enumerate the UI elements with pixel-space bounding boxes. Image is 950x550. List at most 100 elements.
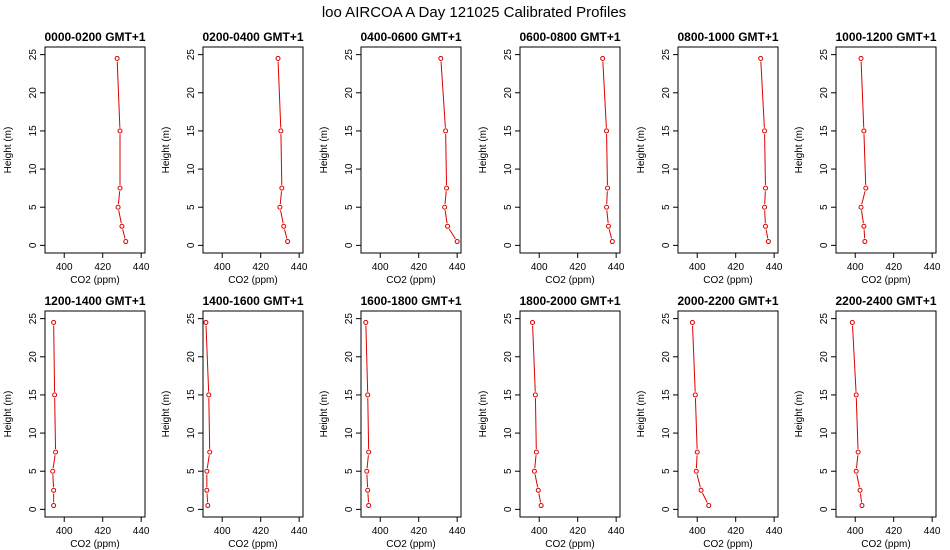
- data-point: [207, 449, 213, 455]
- data-point: [51, 487, 57, 493]
- panel-title: 0000-0200 GMT+1: [44, 30, 145, 44]
- data-point: [442, 204, 448, 210]
- series-segment: [367, 398, 370, 449]
- series-segment: [694, 398, 698, 449]
- y-tick-label: 0: [186, 506, 197, 512]
- x-tick-label: 420: [885, 262, 902, 273]
- x-tick-label: 440: [924, 526, 941, 537]
- series-segment: [444, 191, 447, 205]
- x-tick-label: 420: [410, 526, 427, 537]
- panel-title: 1400-1600 GMT+1: [202, 294, 303, 308]
- x-tick-label: 440: [291, 526, 308, 537]
- data-point: [444, 185, 450, 191]
- y-tick-label: 5: [186, 468, 197, 474]
- panel-2: 0400-0600 GMT+1 0 5 10 15 20 25 400 420 440 CO2 (p…: [319, 30, 466, 286]
- y-tick-label: 10: [344, 163, 355, 175]
- series-segment: [205, 325, 210, 392]
- data-point: [855, 449, 861, 455]
- plot-frame: [44, 46, 146, 254]
- x-axis-label: CO2 (ppm): [861, 539, 910, 550]
- data-point: [206, 392, 212, 398]
- y-axis-label: Height (m): [161, 391, 172, 438]
- series-segment: [277, 61, 282, 128]
- y-tick-label: 5: [28, 468, 39, 474]
- data-point: [763, 185, 768, 191]
- data-point: [853, 392, 859, 398]
- x-tick-label: 440: [766, 526, 783, 537]
- x-axis-label: CO2 (ppm): [70, 275, 119, 286]
- plot-frame: [519, 46, 621, 254]
- x-tick-label: 420: [727, 262, 744, 273]
- x-axis-label: CO2 (ppm): [861, 275, 910, 286]
- series-segment: [279, 191, 283, 205]
- y-tick-label: 0: [819, 506, 830, 512]
- y-tick-label: 15: [819, 389, 830, 401]
- y-axis-label: Height (m): [319, 391, 330, 438]
- data-point: [604, 128, 610, 134]
- x-tick-label: 420: [885, 526, 902, 537]
- y-tick-label: 10: [661, 427, 672, 439]
- series-segment: [122, 229, 126, 239]
- y-tick-label: 0: [186, 242, 197, 248]
- y-tick-label: 5: [186, 204, 197, 210]
- series-segment: [206, 455, 210, 469]
- series-segment: [538, 493, 542, 503]
- y-tick-label: 15: [186, 125, 197, 137]
- series-segment: [860, 210, 864, 224]
- data-point: [706, 503, 712, 509]
- series-segment: [280, 134, 283, 185]
- panel-8: 1600-1800 GMT+1 0 5 10 15 20 25 400 420 440 CO2 (p…: [319, 294, 466, 550]
- plot-frame: [202, 310, 304, 518]
- data-point: [605, 185, 610, 191]
- y-tick-label: 25: [503, 313, 514, 325]
- panel-title: 1800-2000 GMT+1: [519, 294, 620, 308]
- data-point: [278, 128, 284, 134]
- data-point: [279, 185, 285, 191]
- x-tick-label: 400: [372, 526, 389, 537]
- y-tick-label: 0: [661, 506, 672, 512]
- series-segment: [863, 229, 866, 239]
- x-tick-label: 400: [531, 262, 548, 273]
- panel-title: 2000-2200 GMT+1: [677, 294, 778, 308]
- panel-1: 0200-0400 GMT+1 0 5 10 15 20 25 400 420 440 CO2 (p…: [161, 30, 308, 286]
- data-point: [609, 239, 615, 245]
- series-segment: [696, 474, 701, 488]
- panel-5: 1000-1200 GMT+1 0 5 10 15 20 25 400 420 440 CO2 (p…: [794, 30, 941, 286]
- y-tick-label: 5: [819, 204, 830, 210]
- x-tick-label: 420: [252, 526, 269, 537]
- x-tick-label: 440: [133, 262, 150, 273]
- y-tick-label: 10: [186, 163, 197, 175]
- panel-11: 2200-2400 GMT+1 0 5 10 15 20 25 400 420 440 CO2 (p…: [794, 294, 941, 550]
- data-point: [365, 392, 371, 398]
- panel-10: 2000-2200 GMT+1 0 5 10 15 20 25 400 420 440 CO2 (p…: [636, 294, 783, 550]
- x-tick-label: 440: [766, 262, 783, 273]
- panel-3: 0600-0800 GMT+1 0 5 10 15 20 25 400 420 440 CO2 (p…: [478, 30, 625, 286]
- x-tick-label: 400: [214, 526, 231, 537]
- x-tick-label: 400: [847, 262, 864, 273]
- series-segment: [863, 134, 867, 185]
- plot-frame: [835, 46, 937, 254]
- series-segment: [367, 493, 369, 503]
- data-point: [363, 319, 369, 325]
- x-axis-label: CO2 (ppm): [703, 539, 752, 550]
- x-tick-label: 400: [214, 262, 231, 273]
- y-axis-label: Height (m): [161, 127, 172, 174]
- y-tick-label: 10: [503, 163, 514, 175]
- data-point: [438, 55, 444, 61]
- data-point: [859, 503, 865, 509]
- x-tick-label: 440: [449, 526, 466, 537]
- series-segment: [440, 61, 446, 128]
- plot-frame: [677, 310, 779, 518]
- series-segment: [366, 455, 369, 469]
- series-segment: [534, 398, 537, 449]
- x-tick-label: 420: [569, 526, 586, 537]
- y-tick-label: 15: [344, 389, 355, 401]
- panel-title: 1600-1800 GMT+1: [360, 294, 461, 308]
- x-tick-label: 440: [608, 262, 625, 273]
- y-tick-label: 15: [28, 125, 39, 137]
- data-point: [538, 503, 544, 509]
- y-tick-label: 5: [344, 468, 355, 474]
- data-point: [863, 185, 869, 191]
- x-tick-label: 440: [291, 262, 308, 273]
- series-segment: [606, 191, 608, 205]
